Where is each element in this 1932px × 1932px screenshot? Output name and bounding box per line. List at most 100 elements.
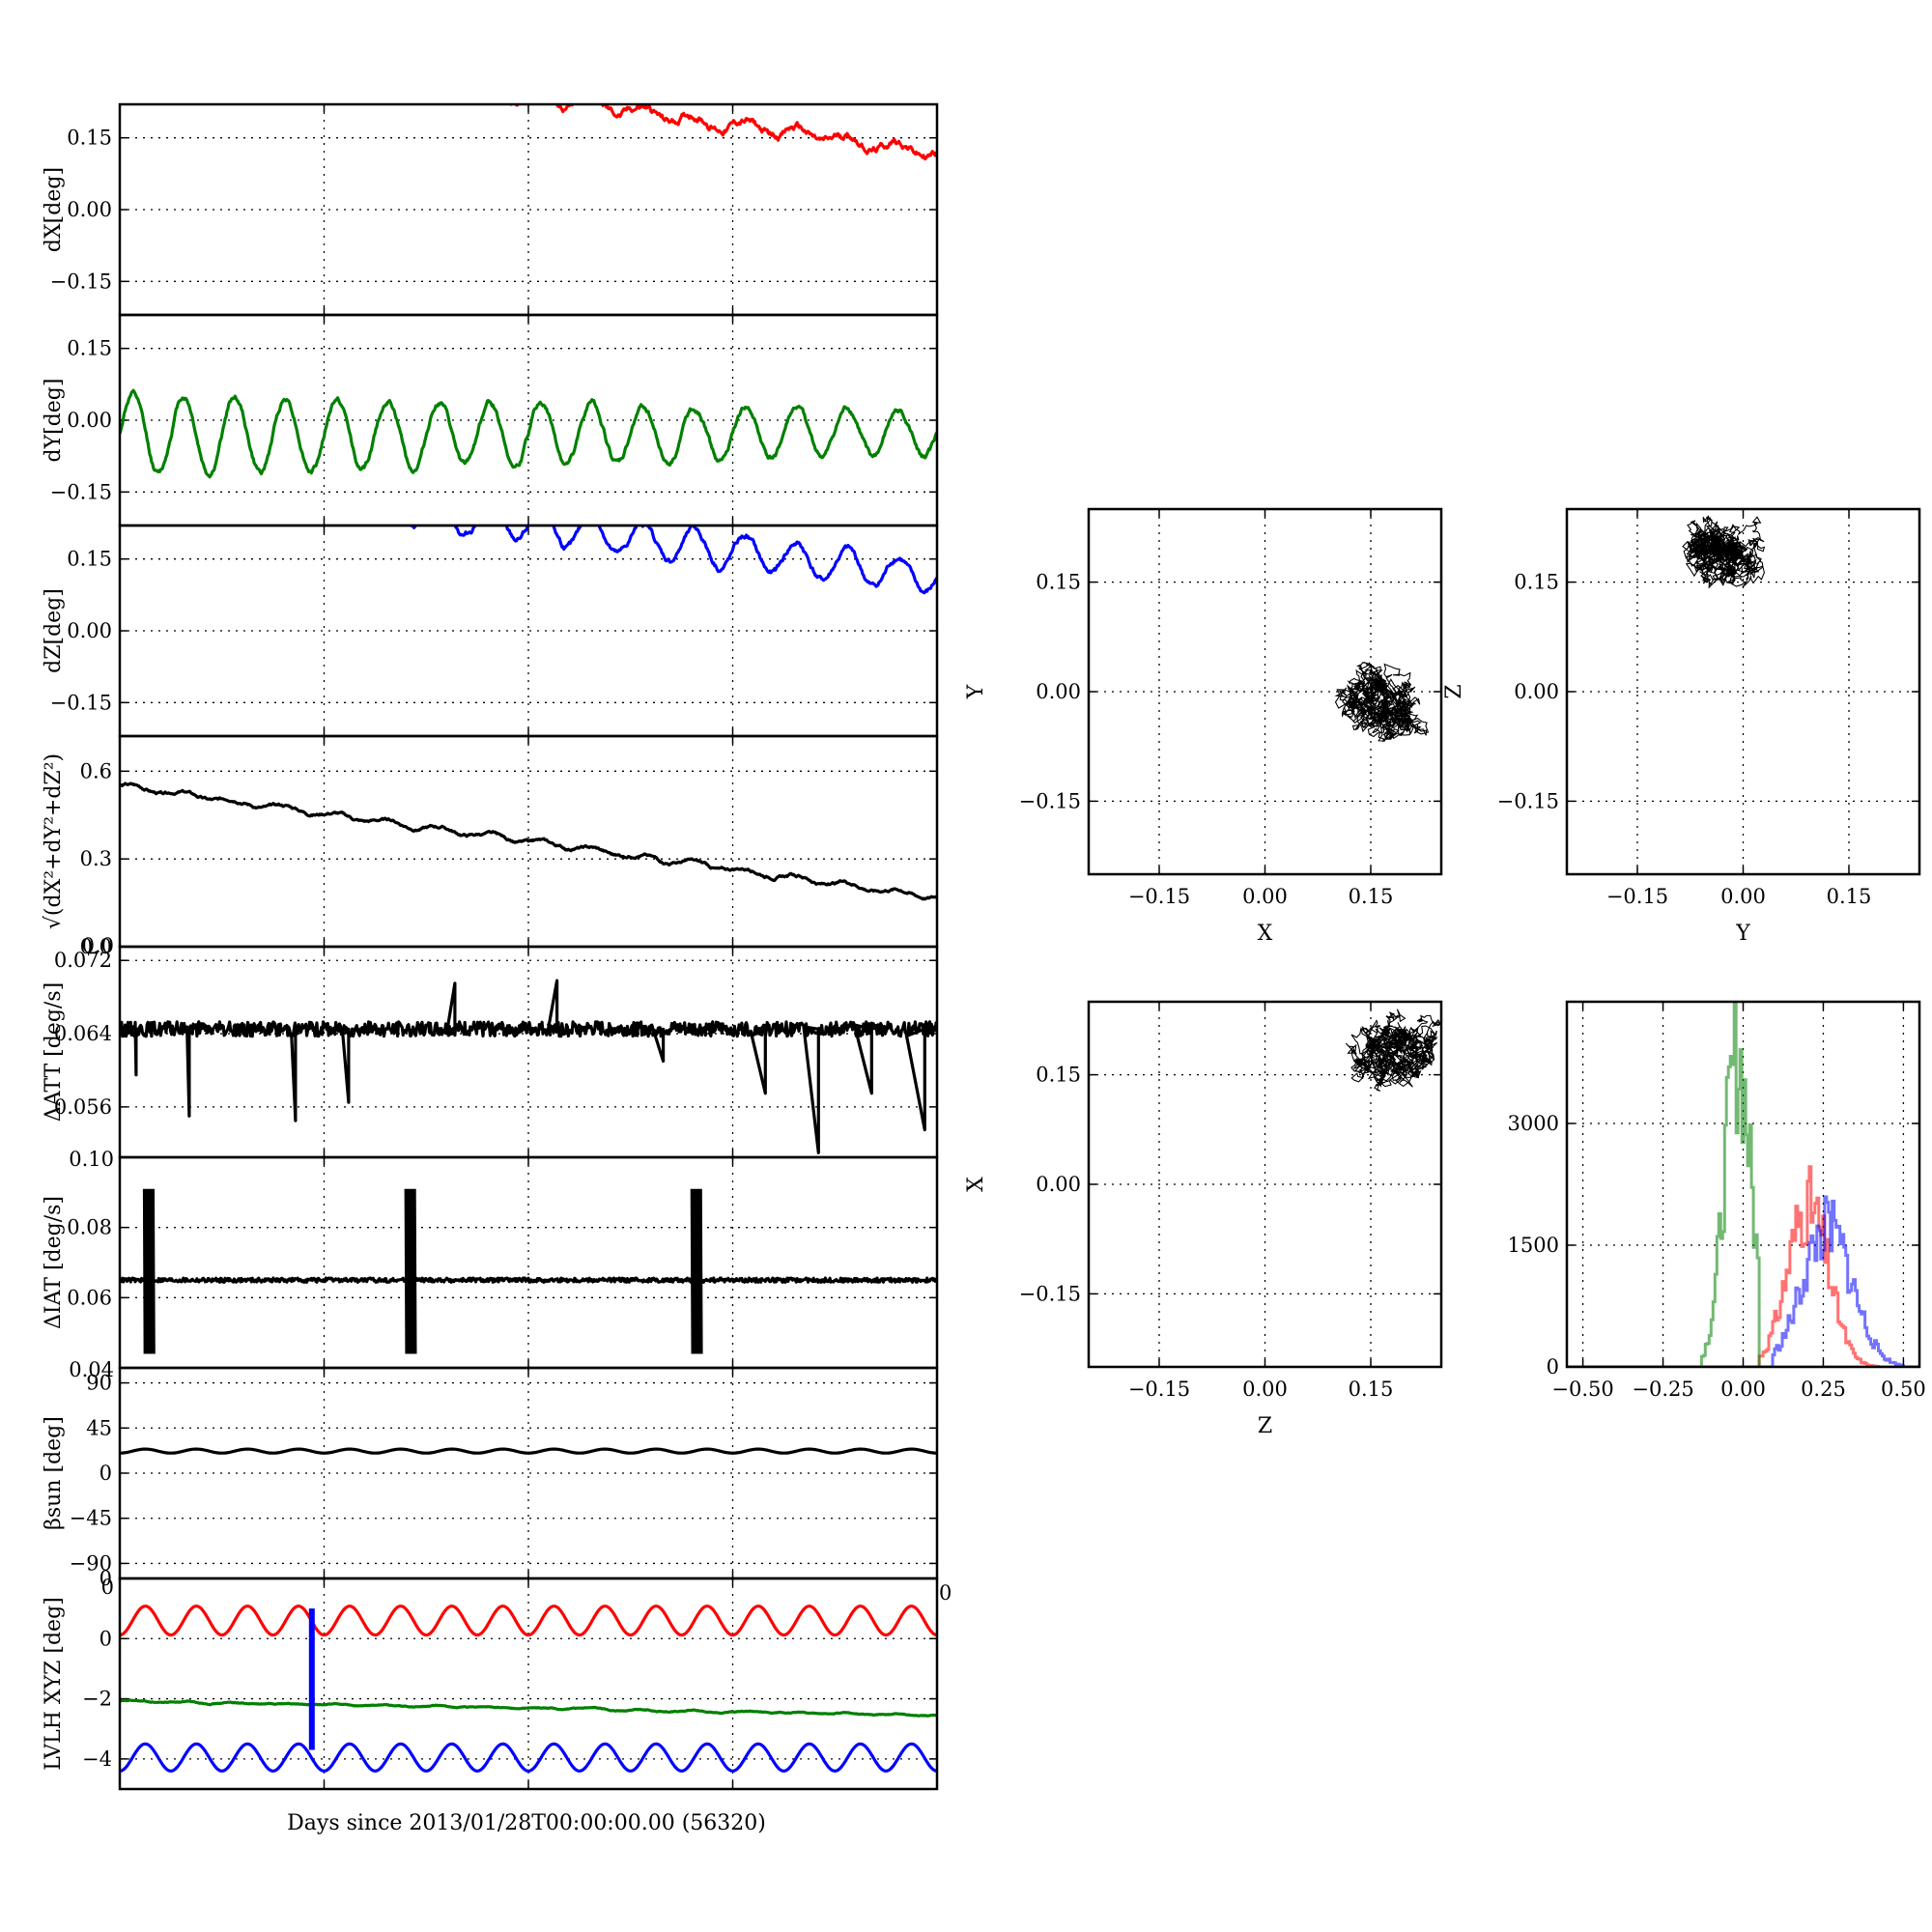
panel-xy: 0.15 0.00 −0.15 −0.15 0.00 0.15 Y X — [964, 507, 1443, 946]
x-tick-label: −0.15 — [1128, 1378, 1190, 1401]
plot-area — [120, 388, 937, 479]
stray-tick-label-iat-zero: 0.04 — [69, 1358, 114, 1381]
series-line-lvlh — [120, 1698, 937, 1718]
y-tick-label: 45 — [86, 1416, 112, 1439]
plot-area — [120, 1188, 937, 1354]
y-tick-label: 0.00 — [67, 409, 112, 432]
x-tick-label: −0.25 — [1632, 1378, 1693, 1401]
series-line-lvlh — [120, 1742, 937, 1773]
plot-area — [1345, 1009, 1441, 1092]
stray-tick-label-att-zero: 0.10 — [69, 1148, 114, 1171]
plot-area — [1567, 1002, 1919, 1367]
x-tick-label: 0.00 — [1720, 885, 1766, 908]
y-tick-label: 0.3 — [80, 847, 112, 870]
y-axis-label: ΔIAT [deg/s] — [42, 1196, 66, 1329]
series-line-beta — [120, 1447, 937, 1455]
plot-area — [120, 1447, 937, 1455]
y-tick-label: −0.15 — [1497, 789, 1559, 812]
y-tick-label: 0 — [99, 1462, 112, 1485]
y-tick-label: 3000 — [1508, 1112, 1559, 1135]
y-axis-label: LVLH XYZ [deg] — [42, 1597, 66, 1771]
stray-tick-label-right-zero: 0 — [939, 1581, 952, 1605]
stray-tick-label-beta-zero: 0 — [101, 1576, 114, 1599]
plot-area — [120, 979, 937, 1154]
y-tick-label: 0.064 — [54, 1022, 112, 1045]
plot-area — [1334, 662, 1430, 743]
x-tick-label: −0.15 — [1606, 885, 1668, 908]
y-tick-label: 0.00 — [1036, 1173, 1081, 1196]
y-tick-label: 0.15 — [67, 337, 112, 360]
series-line-dz — [409, 526, 937, 595]
x-tick-label: 0.15 — [1349, 1378, 1394, 1401]
y-tick-label: 0.072 — [54, 949, 112, 972]
x-tick-label: −0.15 — [1128, 885, 1190, 908]
series-line-dy — [120, 388, 937, 479]
series-line-dx — [509, 104, 937, 161]
panel-frame-yz — [1565, 507, 1921, 876]
y-tick-label: 0.15 — [1036, 1064, 1081, 1087]
panel-dx: 0.15 0.00 −0.15 dX[deg] — [42, 102, 939, 317]
panel-yz: 0.15 0.00 −0.15 −0.15 0.00 0.15 Z Y — [1442, 507, 1921, 946]
panel-r: 0.6 0.3 0.0 √(dX²+dY²+dZ²) — [42, 734, 939, 958]
y-axis-label: Z — [1442, 684, 1466, 698]
series-line-iat — [120, 1276, 937, 1284]
y-tick-label: 0 — [99, 1567, 112, 1590]
x-axis-label: Y — [1735, 922, 1750, 946]
scatter-trace-xy — [1334, 662, 1430, 743]
y-axis-label: X — [964, 1177, 988, 1192]
y-axis-label: dZ[deg] — [42, 588, 66, 673]
plot-area — [409, 526, 937, 595]
plot-area — [1682, 515, 1766, 589]
y-tick-label: −0.15 — [50, 270, 112, 293]
y-axis-label: βsun [deg] — [42, 1416, 66, 1530]
y-tick-label: 0 — [99, 1627, 112, 1650]
series-line-att — [120, 979, 937, 1154]
y-tick-label: 0 — [1547, 1355, 1559, 1378]
x-tick-label: 0.00 — [1242, 1378, 1288, 1401]
x-axis-label: X — [1258, 922, 1273, 946]
y-tick-label: 0.00 — [1514, 680, 1559, 703]
y-tick-label: 90 — [86, 1372, 112, 1395]
y-tick-label: 0.15 — [1036, 571, 1081, 594]
y-axis-label: dX[deg] — [42, 167, 66, 252]
burst-iat-2 — [690, 1188, 703, 1354]
x-tick-label: 0.15 — [1827, 885, 1872, 908]
y-tick-label: −0.15 — [50, 691, 112, 714]
series-line-r — [120, 781, 937, 901]
plot-area — [120, 781, 937, 901]
y-tick-label: 0.6 — [80, 759, 112, 782]
burst-iat-0 — [142, 1188, 156, 1354]
panel-dz: 0.15 0.00 −0.15 dZ[deg] — [42, 524, 939, 738]
y-tick-label: −0.15 — [1019, 1282, 1081, 1305]
panel-dy: 0.15 0.00 −0.15 dY[deg] — [42, 313, 939, 527]
y-tick-label: −4 — [82, 1747, 112, 1771]
panel-frame-xy — [1087, 507, 1443, 876]
y-tick-label: −2 — [82, 1688, 112, 1711]
y-tick-label: 0.00 — [67, 198, 112, 221]
x-tick-label: 0.00 — [1720, 1378, 1766, 1401]
figure-panels: 0.150.00−0.15dX[deg]0.150.00−0.15dY[deg]… — [42, 102, 1926, 1791]
scatter-trace-zx — [1345, 1009, 1441, 1092]
y-tick-label: −0.15 — [50, 480, 112, 503]
series-line-lvlh — [120, 1605, 937, 1637]
histogram-dY — [1567, 1002, 1919, 1367]
panel-frame-zx — [1087, 1000, 1443, 1369]
y-tick-label: 1500 — [1508, 1234, 1559, 1257]
y-tick-label: 0.0 — [80, 935, 112, 958]
stray-tick-label-sqrt-zero: 0.0 — [82, 934, 114, 957]
x-tick-label: 0.00 — [1242, 885, 1288, 908]
y-tick-label: 0.00 — [1036, 680, 1081, 703]
y-tick-label: 0.056 — [54, 1095, 112, 1119]
panel-zx: 0.15 0.00 −0.15 −0.15 0.00 0.15 X Z — [964, 1000, 1443, 1438]
y-axis-label: ΔATT [deg/s] — [42, 982, 66, 1122]
panel-frame-hist — [1565, 1000, 1921, 1369]
y-axis-label: Y — [964, 684, 988, 699]
scatter-trace-yz — [1682, 515, 1766, 589]
plot-area — [509, 104, 937, 161]
x-tick-label: 0.50 — [1881, 1378, 1926, 1401]
histogram-dZ — [1567, 1195, 1919, 1367]
